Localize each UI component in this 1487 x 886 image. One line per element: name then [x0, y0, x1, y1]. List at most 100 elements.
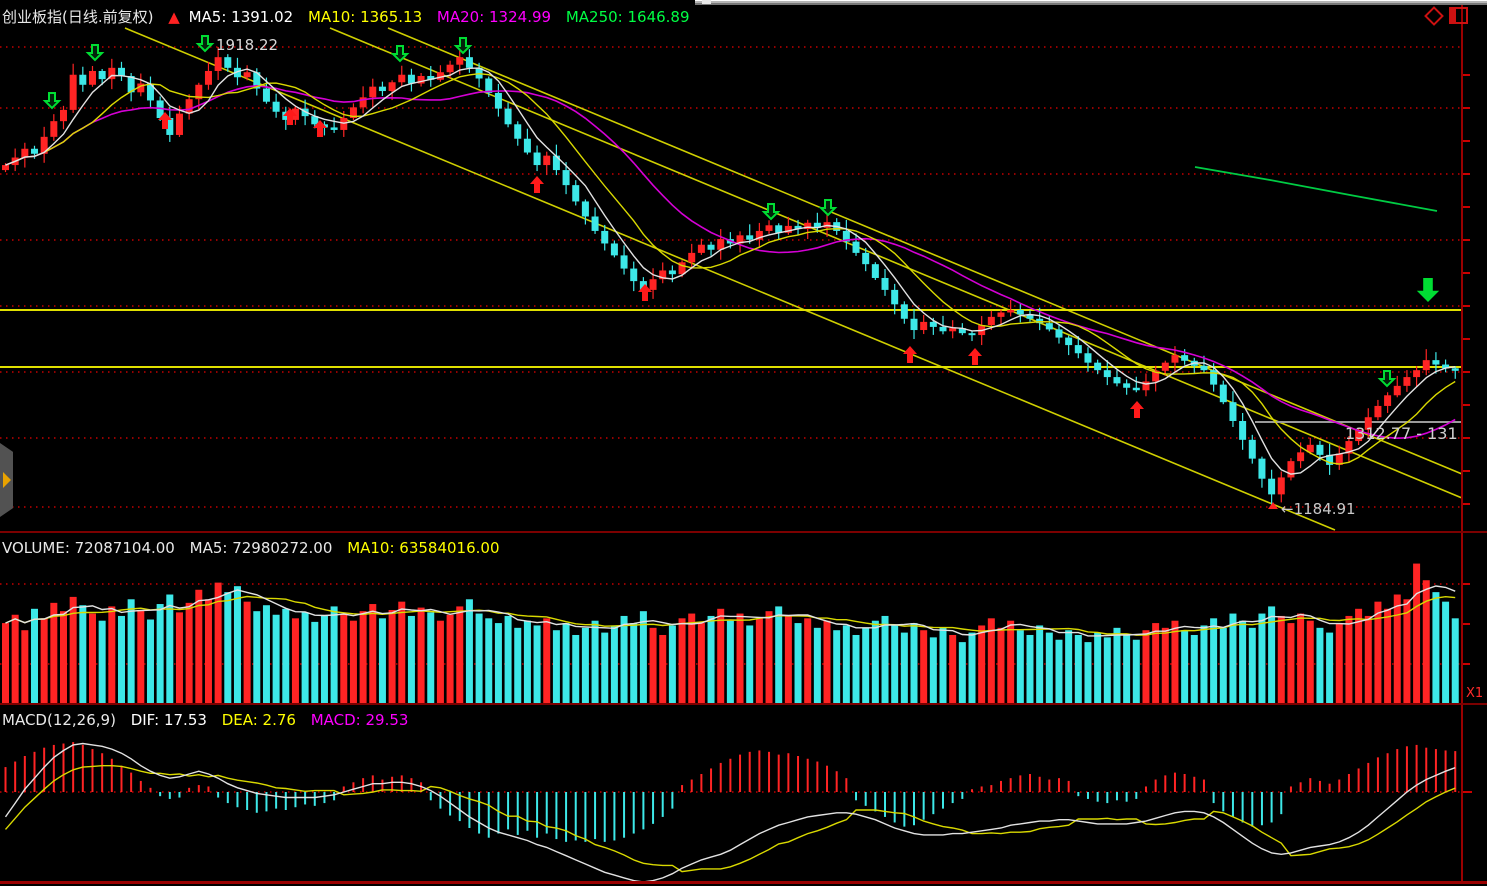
candle-body — [1374, 405, 1382, 418]
volume-bar — [59, 611, 67, 703]
dif-value: DIF: 17.53 — [130, 711, 207, 729]
volume-bar — [1123, 634, 1131, 703]
volume-bar — [282, 608, 290, 703]
volume-bar — [1055, 639, 1063, 703]
candle-body — [398, 74, 406, 83]
candle-body — [601, 230, 609, 244]
volume-bar — [11, 614, 19, 703]
candle-body — [881, 277, 889, 290]
candle-body — [562, 170, 570, 186]
chart-bottom-border — [0, 881, 1487, 884]
window-top-edge — [695, 0, 1487, 5]
candle-body — [50, 121, 58, 137]
volume-bar — [1190, 634, 1198, 703]
candle-body — [939, 326, 947, 332]
trendline — [124, 27, 1336, 531]
x1-object-label[interactable]: X1 — [1466, 686, 1484, 701]
volume-chart[interactable] — [0, 533, 1487, 703]
candle-body — [852, 241, 860, 253]
volume-bar — [69, 596, 77, 703]
split-window-icon[interactable] — [1449, 7, 1468, 24]
volume-bar — [804, 618, 812, 703]
volume-bar — [98, 620, 106, 703]
volume-bar — [407, 615, 415, 703]
volume-bar — [359, 611, 367, 703]
ma10-value: MA10: 1365.13 — [307, 8, 423, 26]
candle-body — [746, 235, 754, 240]
buy-signal-arrow-icon — [313, 120, 327, 137]
volume-bar — [311, 621, 319, 703]
candle-body — [1364, 417, 1372, 430]
volume-bar — [1393, 594, 1401, 703]
volume-bar — [978, 625, 986, 703]
macd-value: MACD: 29.53 — [310, 711, 409, 729]
candle-body — [1200, 365, 1208, 371]
volume-bar — [842, 625, 850, 703]
volume-bar — [852, 634, 860, 703]
volume-bar — [823, 620, 831, 703]
volume-bar — [272, 614, 280, 703]
candle-body — [813, 222, 821, 228]
volume-bar — [746, 625, 754, 703]
candle-body — [659, 270, 667, 280]
candle-body — [1268, 478, 1276, 495]
volume-bars-layer — [2, 563, 1459, 703]
volume-bar — [30, 608, 38, 703]
candle-body — [79, 74, 87, 85]
volume-bar — [79, 605, 87, 703]
volume-bar — [108, 606, 116, 703]
macd-chart[interactable] — [0, 705, 1487, 886]
volume-bar — [1403, 599, 1411, 703]
left-panel-expand-handle[interactable] — [0, 443, 13, 517]
volume-ma5-value: MA5: 72980272.00 — [189, 539, 333, 557]
volume-bar — [1326, 632, 1334, 703]
candle-body — [1384, 395, 1392, 406]
buy-signal-arrow-icon — [530, 176, 544, 193]
candle-body — [485, 78, 493, 93]
volume-bar — [620, 615, 628, 703]
candle-body — [572, 185, 580, 202]
ma5-line — [5, 67, 1456, 475]
candle-body — [40, 136, 48, 154]
candle-body — [678, 262, 686, 275]
candle-body — [1326, 454, 1334, 465]
volume-bar — [630, 623, 638, 703]
sell-signal-arrow-icon — [761, 203, 781, 221]
price-candlestick-chart[interactable] — [0, 0, 1487, 533]
volume-bar — [929, 637, 937, 703]
candle-body — [166, 118, 174, 135]
candle-body — [1403, 377, 1411, 386]
candle-body — [1287, 461, 1295, 478]
buy-signal-arrow-icon — [968, 348, 982, 365]
volume-bar — [1152, 623, 1160, 703]
volume-bar — [253, 611, 261, 703]
volume-bar — [1045, 632, 1053, 703]
volume-bar — [784, 615, 792, 703]
candle-body — [804, 222, 812, 230]
candle-body — [456, 57, 464, 65]
lowest-price-label: ←1184.91 — [1281, 500, 1356, 518]
candle-body — [523, 138, 531, 153]
price-volume-divider[interactable] — [0, 531, 1487, 533]
sell-signal-arrow-icon — [1377, 370, 1397, 388]
volume-bar — [688, 613, 696, 703]
volume-macd-divider[interactable] — [0, 703, 1487, 705]
volume-bar — [436, 620, 444, 703]
candles-layer — [2, 46, 1459, 507]
trend-channel-lines — [124, 27, 1463, 531]
volume-bar — [291, 618, 299, 703]
candle-body — [1335, 453, 1343, 465]
candle-body — [736, 235, 744, 244]
volume-bar — [1161, 627, 1169, 703]
volume-bar — [330, 606, 338, 703]
volume-bar — [475, 613, 483, 703]
instrument-title[interactable]: 创业板指(日线.前复权) — [2, 8, 154, 26]
candle-body — [446, 64, 454, 73]
candle-body — [388, 82, 396, 92]
candle-body — [1142, 381, 1150, 391]
volume-bar — [939, 627, 947, 703]
volume-bar — [1181, 630, 1189, 703]
candle-body — [610, 243, 618, 256]
candle-body — [862, 252, 870, 265]
candle-body — [1045, 323, 1053, 330]
